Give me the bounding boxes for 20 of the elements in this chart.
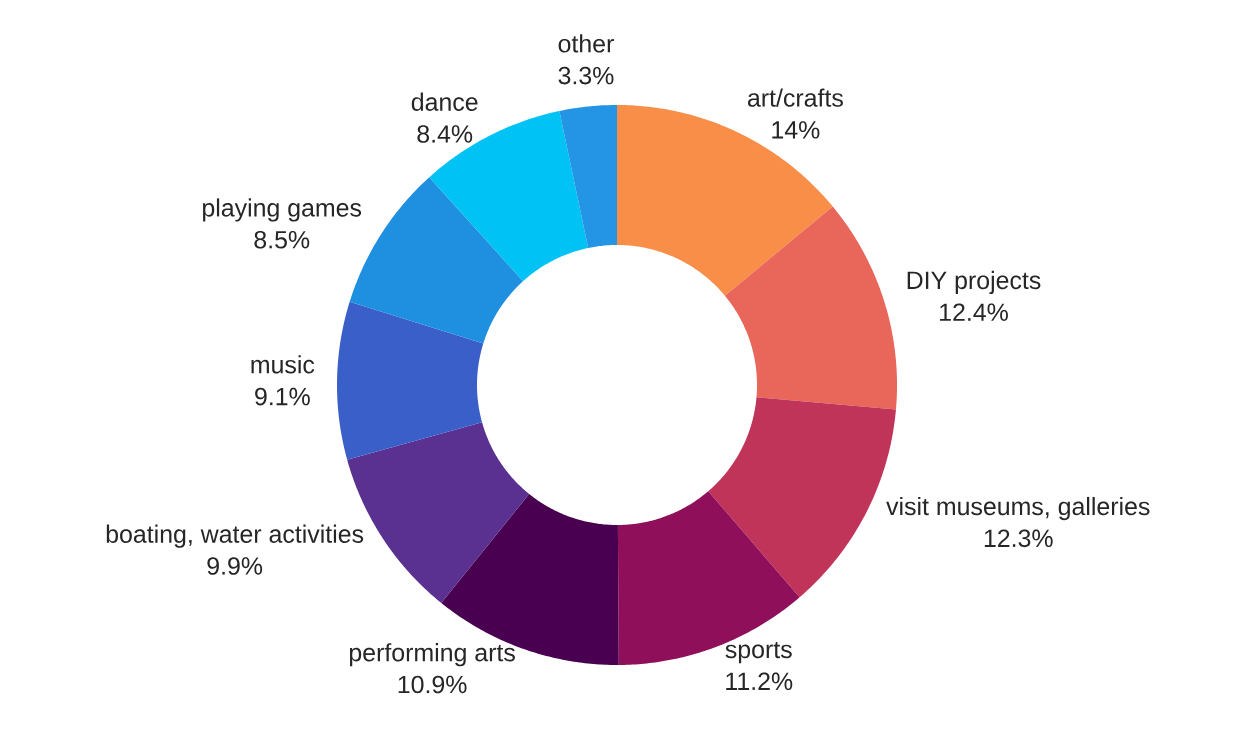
slice-label: playing games xyxy=(203,198,362,222)
slice-label: other xyxy=(558,34,614,53)
data-label: 12.3% xyxy=(984,529,1053,548)
data-label: 8.4% xyxy=(417,125,473,143)
slice-label: boating, water activities xyxy=(106,524,364,548)
data-label: 14% xyxy=(772,121,820,139)
slice-label: performing arts xyxy=(349,643,515,667)
data-label: 8.5% xyxy=(254,230,310,249)
slice-label: music xyxy=(251,355,315,374)
slice-label: sports xyxy=(725,641,792,664)
data-label: 9.9% xyxy=(207,557,263,575)
slice-label: DIY projects xyxy=(907,270,1041,295)
data-label: 9.1% xyxy=(255,387,310,406)
slice-label: art/crafts xyxy=(748,88,843,107)
data-label: 3.3% xyxy=(558,66,614,85)
data-label: 11.2% xyxy=(726,672,793,691)
slice-label: visit museums, galleries xyxy=(886,496,1150,521)
data-label: 12.4% xyxy=(940,303,1008,321)
slice-label: dance xyxy=(411,92,478,111)
data-label: 10.9% xyxy=(398,675,467,694)
